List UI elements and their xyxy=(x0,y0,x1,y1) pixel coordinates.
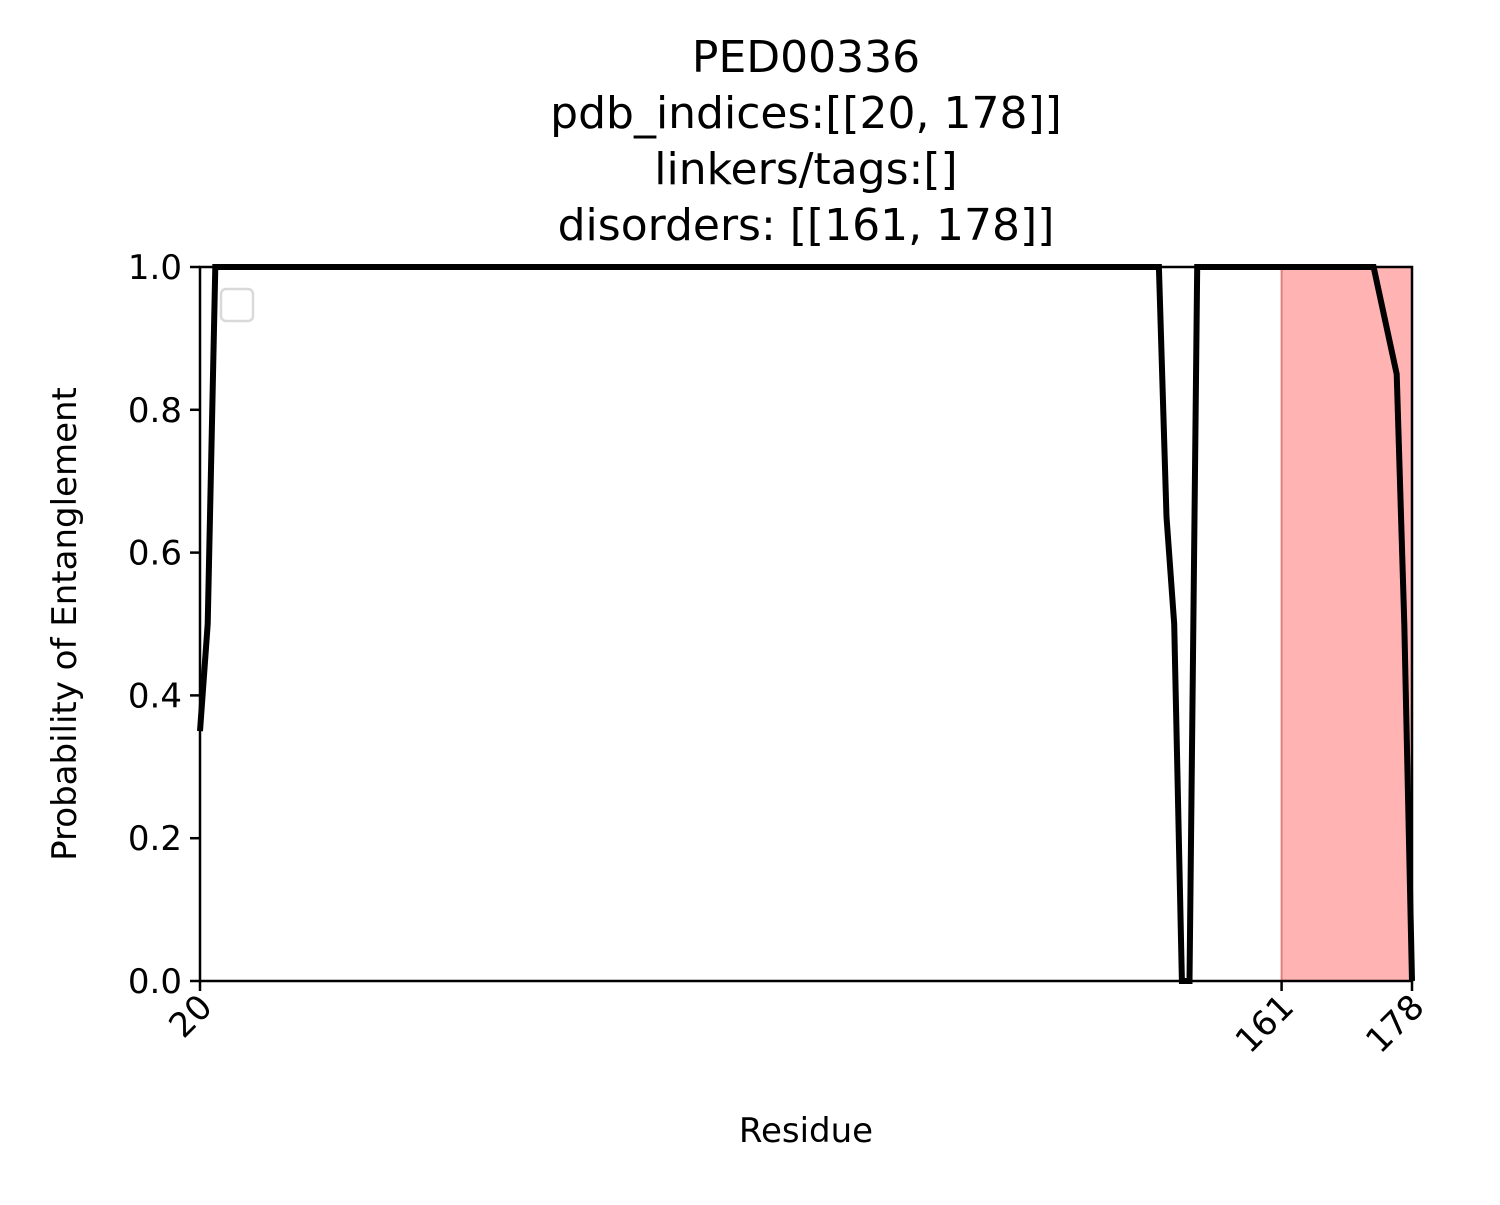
y-tick-label: 0.8 xyxy=(128,391,182,431)
series-line xyxy=(197,264,1415,984)
title-line-1: PED00336 xyxy=(692,32,920,83)
x-tick-label: 161 xyxy=(1228,987,1302,1061)
plot-frame xyxy=(198,265,1414,983)
plot-area xyxy=(197,264,1415,984)
y-tick-label: 1.0 xyxy=(128,248,182,288)
y-tick-label: 0.6 xyxy=(128,534,182,574)
y-tick-label: 0.0 xyxy=(128,962,182,1002)
x-tick-label: 178 xyxy=(1358,987,1432,1061)
disorder-region xyxy=(1281,267,1412,981)
y-tick-label: 0.4 xyxy=(128,676,182,716)
y-tick-label: 0.2 xyxy=(128,819,182,859)
legend-box xyxy=(219,287,255,323)
title-line-3: linkers/tags:[] xyxy=(654,144,957,195)
title-line-2: pdb_indices:[[20, 178]] xyxy=(550,88,1062,139)
x-axis-label: Residue xyxy=(739,1111,873,1151)
x-axis-ticks: 20 161 178 xyxy=(161,981,1432,1061)
y-axis-ticks: 0.0 0.2 0.4 0.6 0.8 1.0 xyxy=(128,248,200,1002)
title-line-4: disorders: [[161, 178]] xyxy=(558,200,1055,251)
y-axis-label: Probability of Entanglement xyxy=(45,387,85,861)
chart-title: PED00336 pdb_indices:[[20, 178]] linkers… xyxy=(550,32,1062,251)
